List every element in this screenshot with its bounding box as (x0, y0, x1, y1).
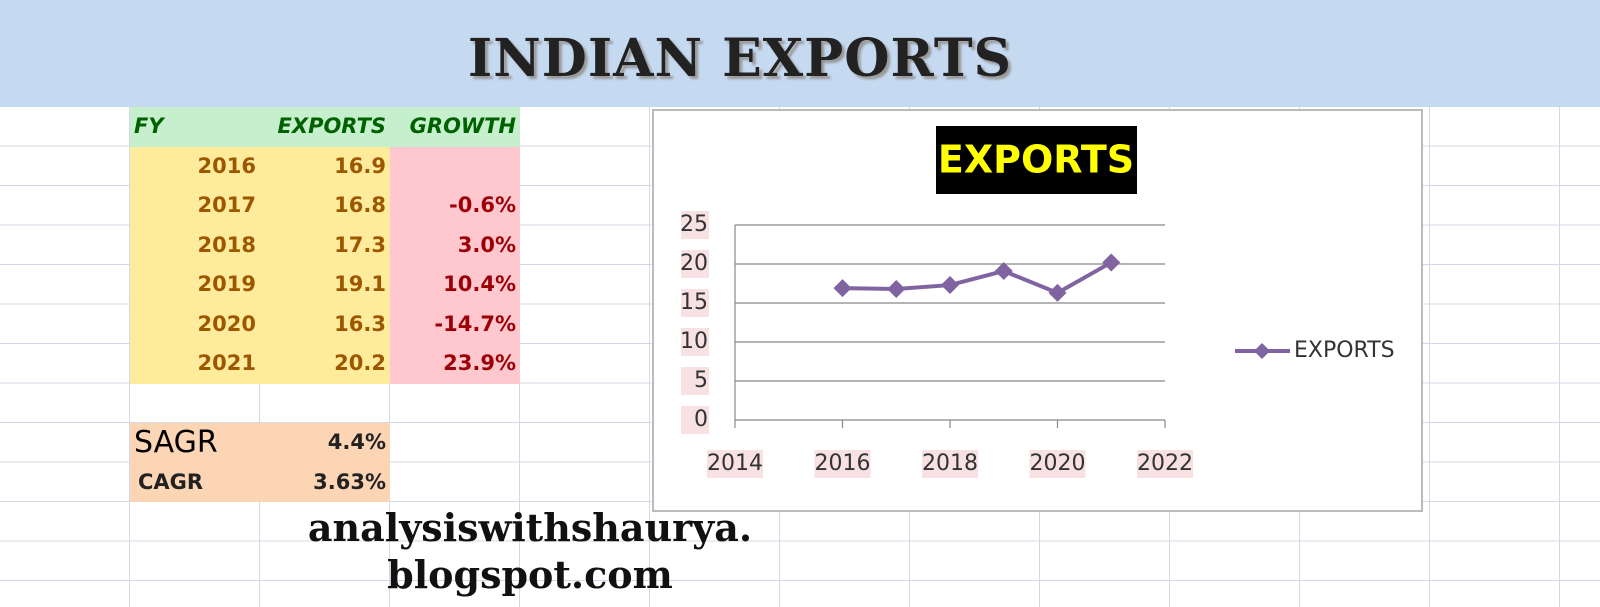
table-cell: 20.2 (260, 344, 390, 384)
column-header: EXPORTS (260, 107, 390, 147)
table-cell: 2016 (130, 146, 260, 186)
summary-label: CAGR (130, 462, 260, 502)
footer-line: blogspot.com (387, 552, 673, 597)
table-cell: 2017 (130, 186, 260, 226)
table-cell: 17.3 (260, 225, 390, 265)
table-cell: -14.7% (390, 304, 520, 344)
table-cell: 16.3 (260, 304, 390, 344)
summary-value: 4.4% (260, 423, 390, 463)
table-cell: -0.6% (390, 186, 520, 226)
column-header: GROWTH (390, 107, 520, 147)
table-cell: 2021 (130, 344, 260, 384)
table-cell: 2019 (130, 265, 260, 305)
table-cell: 3.0% (390, 225, 520, 265)
footer-line: analysiswithshaurya. (307, 505, 753, 550)
header: INDIAN EXPORTS (0, 0, 1600, 107)
page-title: INDIAN EXPORTS (467, 28, 1013, 89)
summary-label: SAGR (130, 423, 260, 463)
column-header: FY (130, 107, 260, 147)
table-cell: 16.8 (260, 186, 390, 226)
table-cell: 16.9 (260, 146, 390, 186)
summary-value: 3.63% (260, 462, 390, 502)
table-cell: 23.9% (390, 344, 520, 384)
table-cell: 2018 (130, 225, 260, 265)
table-cell (390, 146, 520, 186)
table-cell: 19.1 (260, 265, 390, 305)
table-cell: 2020 (130, 304, 260, 344)
table-cell: 10.4% (390, 265, 520, 305)
